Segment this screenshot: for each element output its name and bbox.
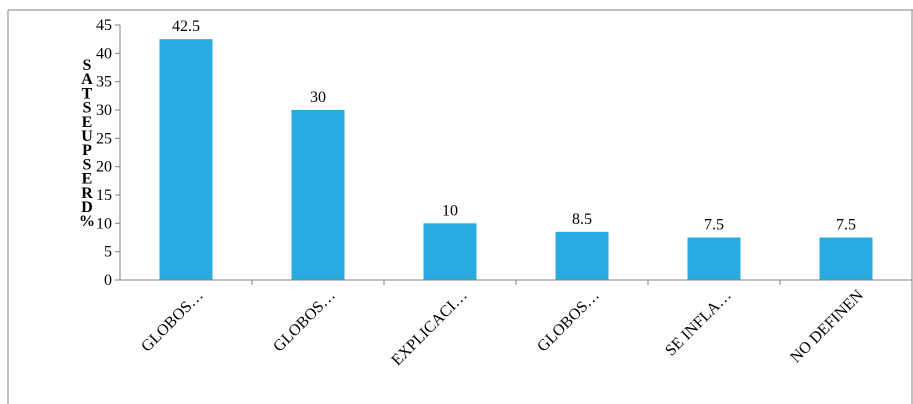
value-labels-group: 42.5 30 10 8.5 7.5 7.5 (172, 18, 856, 233)
y-tick-label: 10 (96, 215, 112, 232)
bar-value-label: 8.5 (572, 211, 592, 228)
bar (159, 39, 213, 280)
y-axis-title-char: T (82, 85, 93, 102)
bar-value-label: 10 (442, 202, 458, 219)
y-axis-title-char: % (79, 213, 95, 230)
bars-group (159, 39, 873, 280)
y-tick-label: 30 (96, 102, 112, 119)
x-category-label: SE INFLA… (662, 287, 735, 360)
y-axis-title-char: D (81, 199, 93, 216)
y-axis-title-char: P (82, 142, 92, 159)
y-axis-title-char: A (81, 71, 93, 88)
y-tick-label: 5 (104, 244, 112, 261)
x-category-label: NO DEFINEN (787, 286, 867, 366)
y-tick-label: 15 (96, 187, 112, 204)
y-axis-title-char: U (81, 128, 93, 145)
y-tick-label: 40 (96, 45, 112, 62)
y-axis-title-char: R (81, 185, 93, 202)
y-axis-title-char: S (83, 57, 92, 74)
bar (423, 223, 477, 280)
bar-value-label: 7.5 (704, 217, 724, 234)
y-axis-ticks: 0 5 10 15 20 25 30 35 40 45 (96, 17, 120, 289)
x-category-label: EXPLICACI… (388, 287, 470, 369)
bar (687, 237, 741, 280)
bar (555, 231, 609, 280)
x-category-label: GLOBOS… (270, 287, 339, 356)
y-axis-title-char: S (83, 100, 92, 117)
y-tick-label: 35 (96, 74, 112, 91)
y-axis-title-char: S (83, 156, 92, 173)
y-axis-title-char: E (82, 171, 93, 188)
bar-value-label: 42.5 (172, 18, 200, 35)
y-tick-label: 45 (96, 17, 112, 34)
x-axis-labels: GLOBOS… GLOBOS… EXPLICACI… GLOBOS… SE INFLA…… (138, 280, 913, 369)
y-axis-title-char: E (82, 114, 93, 131)
bar (819, 237, 873, 280)
bar (291, 110, 345, 280)
bar-value-label: 7.5 (836, 217, 856, 234)
x-category-label: GLOBOS… (534, 287, 603, 356)
y-tick-label: 0 (104, 272, 112, 289)
y-tick-label: 25 (96, 130, 112, 147)
y-tick-label: 20 (96, 159, 112, 176)
bar-value-label: 30 (310, 89, 326, 106)
x-category-label: GLOBOS… (138, 287, 207, 356)
